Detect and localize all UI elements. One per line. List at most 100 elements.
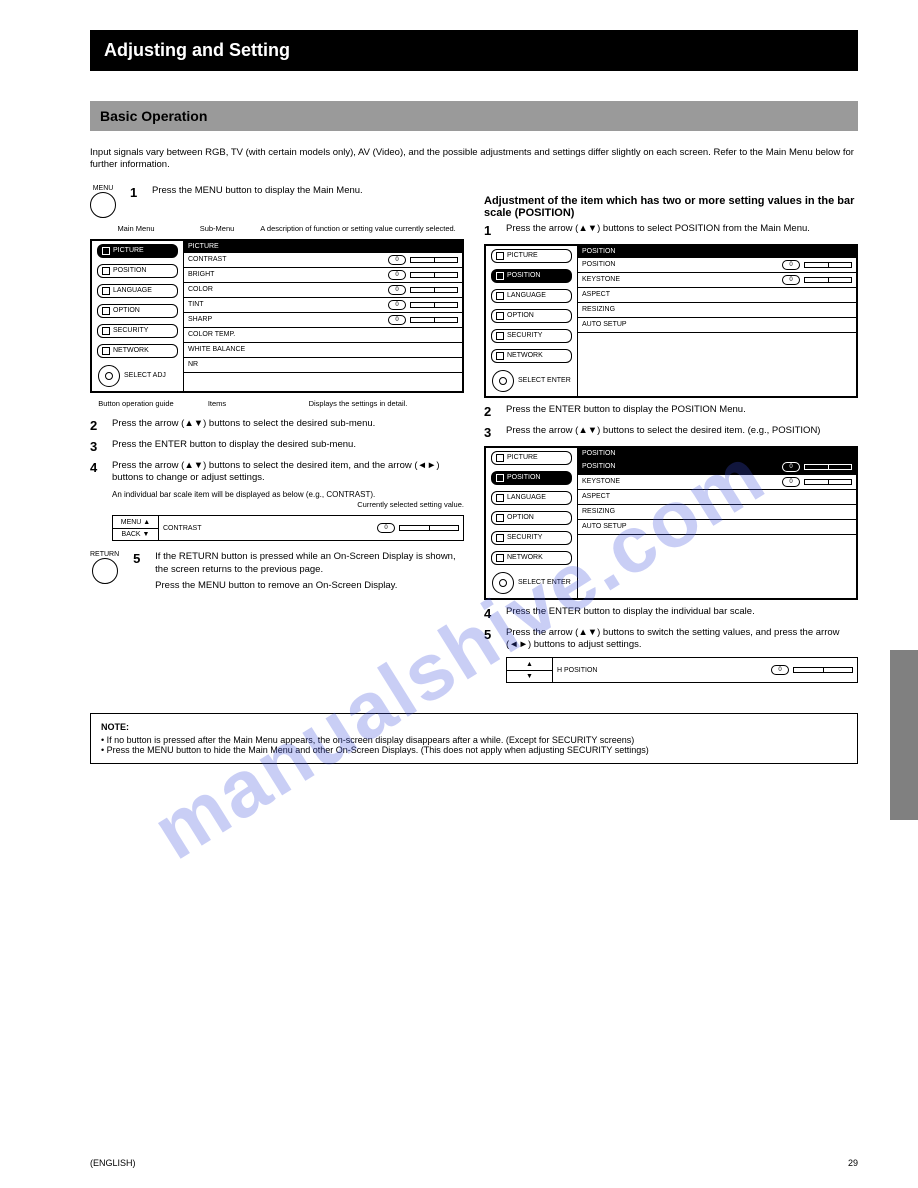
- return-button-icon[interactable]: [92, 558, 118, 584]
- tab-option[interactable]: OPTION: [113, 307, 140, 314]
- rstep5-text: Press the arrow (▲▼) buttons to switch t…: [506, 627, 858, 652]
- p2-row-position[interactable]: POSITION: [582, 463, 778, 470]
- mini-pos-val: 0: [771, 665, 789, 675]
- callout-detail: Displays the settings in detail.: [252, 399, 464, 408]
- rstep5-num: 5: [484, 627, 498, 642]
- p1-tab-picture[interactable]: PICTURE: [507, 252, 538, 259]
- p2-tab-security[interactable]: SECURITY: [507, 534, 542, 541]
- footer-lang: (ENGLISH): [90, 1158, 136, 1168]
- section-header: Basic Operation: [90, 101, 858, 131]
- rstep4-text: Press the ENTER button to display the in…: [506, 606, 858, 618]
- mini-lower: BACK ▼: [113, 529, 158, 541]
- p2-row-aspect[interactable]: ASPECT: [582, 493, 852, 500]
- callout-guide: Button operation guide: [90, 399, 182, 408]
- callout-items: Items: [182, 399, 252, 408]
- right-column: Adjustment of the item which has two or …: [484, 185, 858, 690]
- p1-tab-security[interactable]: SECURITY: [507, 332, 542, 339]
- step4-num: 4: [90, 460, 104, 475]
- p1-row-resizing[interactable]: RESIZING: [582, 306, 852, 313]
- osd-picture: PICTURE POSITION LANGUAGE OPTION SECURIT…: [90, 239, 464, 393]
- right-intro: Adjustment of the item which has two or …: [484, 195, 858, 219]
- mini-contrast-caption: Currently selected setting value.: [112, 500, 464, 509]
- p2-header: POSITION: [578, 448, 856, 460]
- tab-network[interactable]: NETWORK: [113, 347, 149, 354]
- row-colortemp[interactable]: COLOR TEMP.: [188, 331, 458, 338]
- step2-text: Press the arrow (▲▼) buttons to select t…: [112, 418, 464, 430]
- row-tint[interactable]: TINT: [188, 301, 384, 308]
- p2-tab-language[interactable]: LANGUAGE: [507, 494, 546, 501]
- p2-tab-network[interactable]: NETWORK: [507, 554, 543, 561]
- mini-contrast-label: CONTRAST: [163, 525, 373, 532]
- p1-row-position[interactable]: POSITION: [582, 261, 778, 268]
- mini-pos-slider[interactable]: [793, 667, 853, 673]
- step3-num: 3: [90, 439, 104, 454]
- mini-bar-contrast: MENU ▲ BACK ▼ CONTRAST 0: [112, 515, 464, 541]
- p1-tab-position[interactable]: POSITION: [507, 272, 540, 279]
- rstep2-num: 2: [484, 404, 498, 419]
- side-tab: [890, 650, 918, 820]
- row-wb[interactable]: WHITE BALANCE: [188, 346, 458, 353]
- row-sharp[interactable]: SHARP: [188, 316, 384, 323]
- note-box: NOTE: • If no button is pressed after th…: [90, 713, 858, 764]
- p1-tab-language[interactable]: LANGUAGE: [507, 292, 546, 299]
- step2-num: 2: [90, 418, 104, 433]
- intro-text: Input signals vary between RGB, TV (with…: [90, 147, 858, 171]
- mini-pos-label: H POSITION: [557, 667, 767, 674]
- osd-header-picture: PICTURE: [184, 241, 462, 253]
- row-nr[interactable]: NR: [188, 361, 458, 368]
- p2-row-keystone[interactable]: KEYSTONE: [582, 478, 778, 485]
- row-contrast[interactable]: CONTRAST: [188, 256, 384, 263]
- note-line1: • If no button is pressed after the Main…: [101, 735, 847, 745]
- mini-bar-position: ▲ ▼ H POSITION 0: [506, 657, 858, 683]
- osd-position-2: PICTURE POSITION LANGUAGE OPTION SECURIT…: [484, 446, 858, 600]
- row-color[interactable]: COLOR: [188, 286, 384, 293]
- step5-num: 5: [133, 551, 147, 566]
- p2-tab-position[interactable]: POSITION: [507, 474, 540, 481]
- step4-text: Press the arrow (▲▼) buttons to select t…: [112, 460, 464, 485]
- step1-text: Press the MENU button to display the Mai…: [152, 185, 464, 197]
- rstep1-text: Press the arrow (▲▼) buttons to select P…: [506, 223, 858, 235]
- p2-row-resizing[interactable]: RESIZING: [582, 508, 852, 515]
- menu-button-icon[interactable]: [90, 192, 116, 218]
- rstep1-num: 1: [484, 223, 498, 238]
- menu-button-label: MENU: [90, 185, 116, 192]
- mini-contrast-slider[interactable]: [399, 525, 459, 531]
- p1-row-aspect[interactable]: ASPECT: [582, 291, 852, 298]
- rstep3-num: 3: [484, 425, 498, 440]
- note-line2: • Press the MENU button to hide the Main…: [101, 745, 847, 755]
- tab-language[interactable]: LANGUAGE: [113, 287, 152, 294]
- osd-hint1: SELECT ADJ: [124, 372, 166, 379]
- step5-text: If the RETURN button is pressed while an…: [155, 551, 464, 576]
- p2-row-autosetup[interactable]: AUTO SETUP: [582, 523, 852, 530]
- row-bright[interactable]: BRIGHT: [188, 271, 384, 278]
- osd-position-1: PICTURE POSITION LANGUAGE OPTION SECURIT…: [484, 244, 858, 398]
- tab-security[interactable]: SECURITY: [113, 327, 148, 334]
- mini-upper: MENU ▲: [113, 516, 158, 529]
- step5b-text: Press the MENU button to remove an On-Sc…: [155, 580, 464, 592]
- p2-tab-option[interactable]: OPTION: [507, 514, 534, 521]
- p2-hint: SELECT ENTER: [518, 579, 571, 586]
- callout-mainmenu: Main Menu: [90, 224, 182, 233]
- footer-page: 29: [848, 1158, 858, 1168]
- rstep2-text: Press the ENTER button to display the PO…: [506, 404, 858, 416]
- p2-tab-picture[interactable]: PICTURE: [507, 454, 538, 461]
- left-column: MENU 1 Press the MENU button to display …: [90, 185, 464, 690]
- mini-contrast-val: 0: [377, 523, 395, 533]
- note-heading: NOTE:: [101, 722, 847, 732]
- step1-num: 1: [130, 185, 144, 200]
- p1-row-keystone[interactable]: KEYSTONE: [582, 276, 778, 283]
- step4b-text: An individual bar scale item will be dis…: [112, 490, 464, 500]
- p1-tab-network[interactable]: NETWORK: [507, 352, 543, 359]
- rstep4-num: 4: [484, 606, 498, 621]
- return-button-label: RETURN: [90, 551, 119, 558]
- p1-header: POSITION: [578, 246, 856, 258]
- callout-desc: A description of function or setting val…: [252, 224, 464, 233]
- p1-row-autosetup[interactable]: AUTO SETUP: [582, 321, 852, 328]
- p1-tab-option[interactable]: OPTION: [507, 312, 534, 319]
- callout-submenu: Sub-Menu: [182, 224, 252, 233]
- step3-text: Press the ENTER button to display the de…: [112, 439, 464, 451]
- tab-position[interactable]: POSITION: [113, 267, 146, 274]
- tab-picture[interactable]: PICTURE: [113, 247, 144, 254]
- mini-pos-upper: ▲: [507, 658, 552, 671]
- page-title: Adjusting and Setting: [90, 30, 858, 71]
